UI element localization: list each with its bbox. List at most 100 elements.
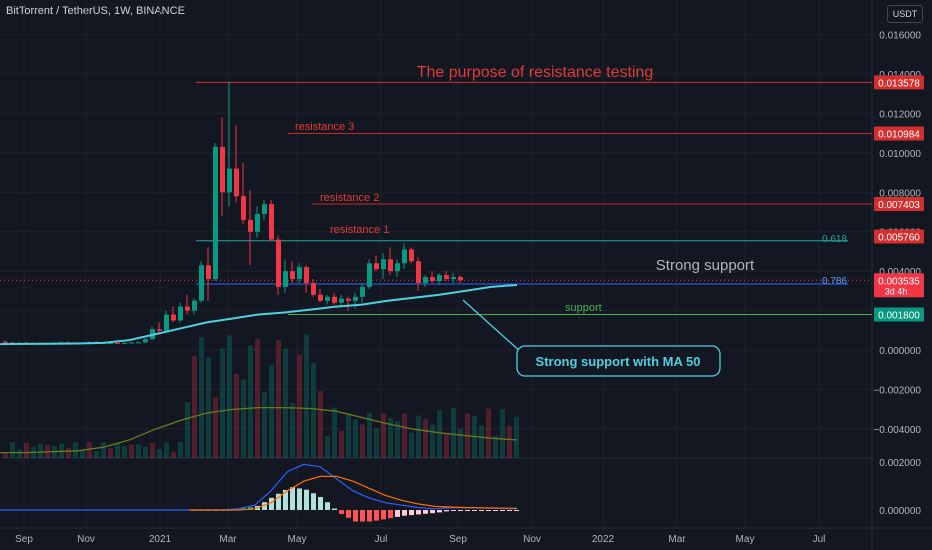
macd-histogram-bar [262, 502, 267, 510]
macd-histogram-bar [493, 510, 498, 511]
volume-bar [220, 348, 225, 458]
volume-bar [353, 419, 358, 458]
volume-bar [150, 442, 155, 458]
volume-bar [346, 412, 351, 458]
candle-body [304, 267, 309, 283]
candle-body [3, 341, 8, 343]
price-tick-label: 0.010000 [879, 149, 921, 160]
price-tick-label: 0.016000 [879, 31, 921, 42]
volume-bar [479, 425, 484, 458]
price-tick-label: 0.000000 [879, 346, 921, 357]
volume-bar [493, 435, 498, 458]
volume-bar [234, 373, 239, 458]
volume-bar [430, 424, 435, 458]
candle-body [164, 314, 169, 331]
candle-body [409, 249, 414, 262]
time-tick-label: Nov [523, 534, 541, 545]
time-tick-label: Mar [219, 534, 237, 545]
currency-button[interactable]: USDT [887, 5, 923, 23]
macd-histogram-bar [444, 510, 449, 512]
candle-body [353, 296, 358, 301]
macd-histogram-bar [486, 510, 491, 511]
candle-body [318, 294, 323, 301]
volume-bar [283, 348, 288, 458]
price-badge-label: 0.003535 [878, 276, 920, 287]
candle-body [143, 339, 148, 343]
candle-body [290, 271, 295, 280]
price-tick-label: −0.002000 [873, 385, 921, 396]
candle-body [332, 296, 337, 303]
volume-bar [164, 442, 169, 458]
candle-body [451, 277, 456, 280]
macd-histogram-bar [479, 510, 484, 511]
macd-line [189, 463, 518, 511]
candle-body [339, 298, 344, 303]
macd-histogram-bar [451, 510, 456, 511]
volume-bar [66, 448, 71, 458]
volume-bar [500, 409, 505, 458]
volume-bar [171, 451, 176, 458]
candle-body [367, 263, 372, 287]
macd-histogram-bar [402, 510, 407, 516]
volume-bar [178, 442, 183, 458]
volume-bar [290, 402, 295, 458]
candle-body [444, 275, 449, 280]
candle-body [402, 249, 407, 264]
volume-bar [402, 413, 407, 458]
candle-body [262, 204, 267, 214]
volume-bar [374, 428, 379, 458]
chart-annotation-title: The purpose of resistance testing [417, 64, 654, 81]
volume-bar [24, 442, 29, 458]
macd-tick-label: 0.000000 [879, 506, 921, 517]
candle-body [206, 265, 211, 280]
resistance-1-label: resistance 1 [330, 224, 389, 236]
time-tick-label: May [736, 534, 755, 545]
price-badge-label: 0.001800 [878, 311, 920, 322]
volume-bar [143, 446, 148, 458]
macd-histogram-bar [318, 496, 323, 510]
macd-histogram-bar [472, 510, 477, 511]
price-tick-label: 0.012000 [879, 109, 921, 120]
macd-histogram-bar [458, 510, 463, 511]
macd-histogram-bar [311, 493, 316, 510]
volume-bar [269, 364, 274, 458]
candle-body [199, 265, 204, 301]
candle-body [325, 296, 330, 301]
volume-bar [101, 442, 106, 458]
candle-body [437, 275, 442, 281]
candle-body [416, 261, 421, 283]
candle-body [171, 314, 176, 321]
macd-histogram-bar [304, 489, 309, 510]
volume-bar [339, 430, 344, 458]
candle-body [234, 168, 239, 197]
volume-bar [185, 402, 190, 458]
macd-histogram-bar [367, 510, 372, 522]
volume-bar [227, 335, 232, 458]
callout-box [516, 345, 721, 377]
macd-histogram-bar [381, 510, 386, 520]
price-badge [874, 229, 924, 244]
macd-histogram-bar [507, 510, 512, 511]
price-badge-label: 0.007403 [878, 200, 920, 211]
time-tick-label: 2022 [592, 534, 615, 545]
price-badge-label: 0.013578 [878, 78, 920, 89]
support-label: support [565, 302, 602, 314]
volume-bar [59, 443, 64, 458]
volume-bar [213, 397, 218, 458]
price-badge-countdown: 3d 4h [885, 286, 908, 296]
time-tick-label: Sep [449, 534, 467, 545]
candle-body [227, 168, 232, 193]
price-tick-label: 0.008000 [879, 188, 921, 199]
price-badge-label: 0.005760 [878, 232, 920, 243]
macd-tick-label: 0.002000 [879, 458, 921, 469]
candle-body [185, 306, 190, 311]
volume-bar [122, 446, 127, 458]
candle-body [248, 219, 253, 232]
candle-body [255, 213, 260, 232]
volume-bar [94, 450, 99, 458]
macd-histogram-bar [325, 502, 330, 510]
candle-body [108, 342, 113, 344]
volume-bar [276, 339, 281, 458]
macd-histogram-bar [374, 510, 379, 521]
